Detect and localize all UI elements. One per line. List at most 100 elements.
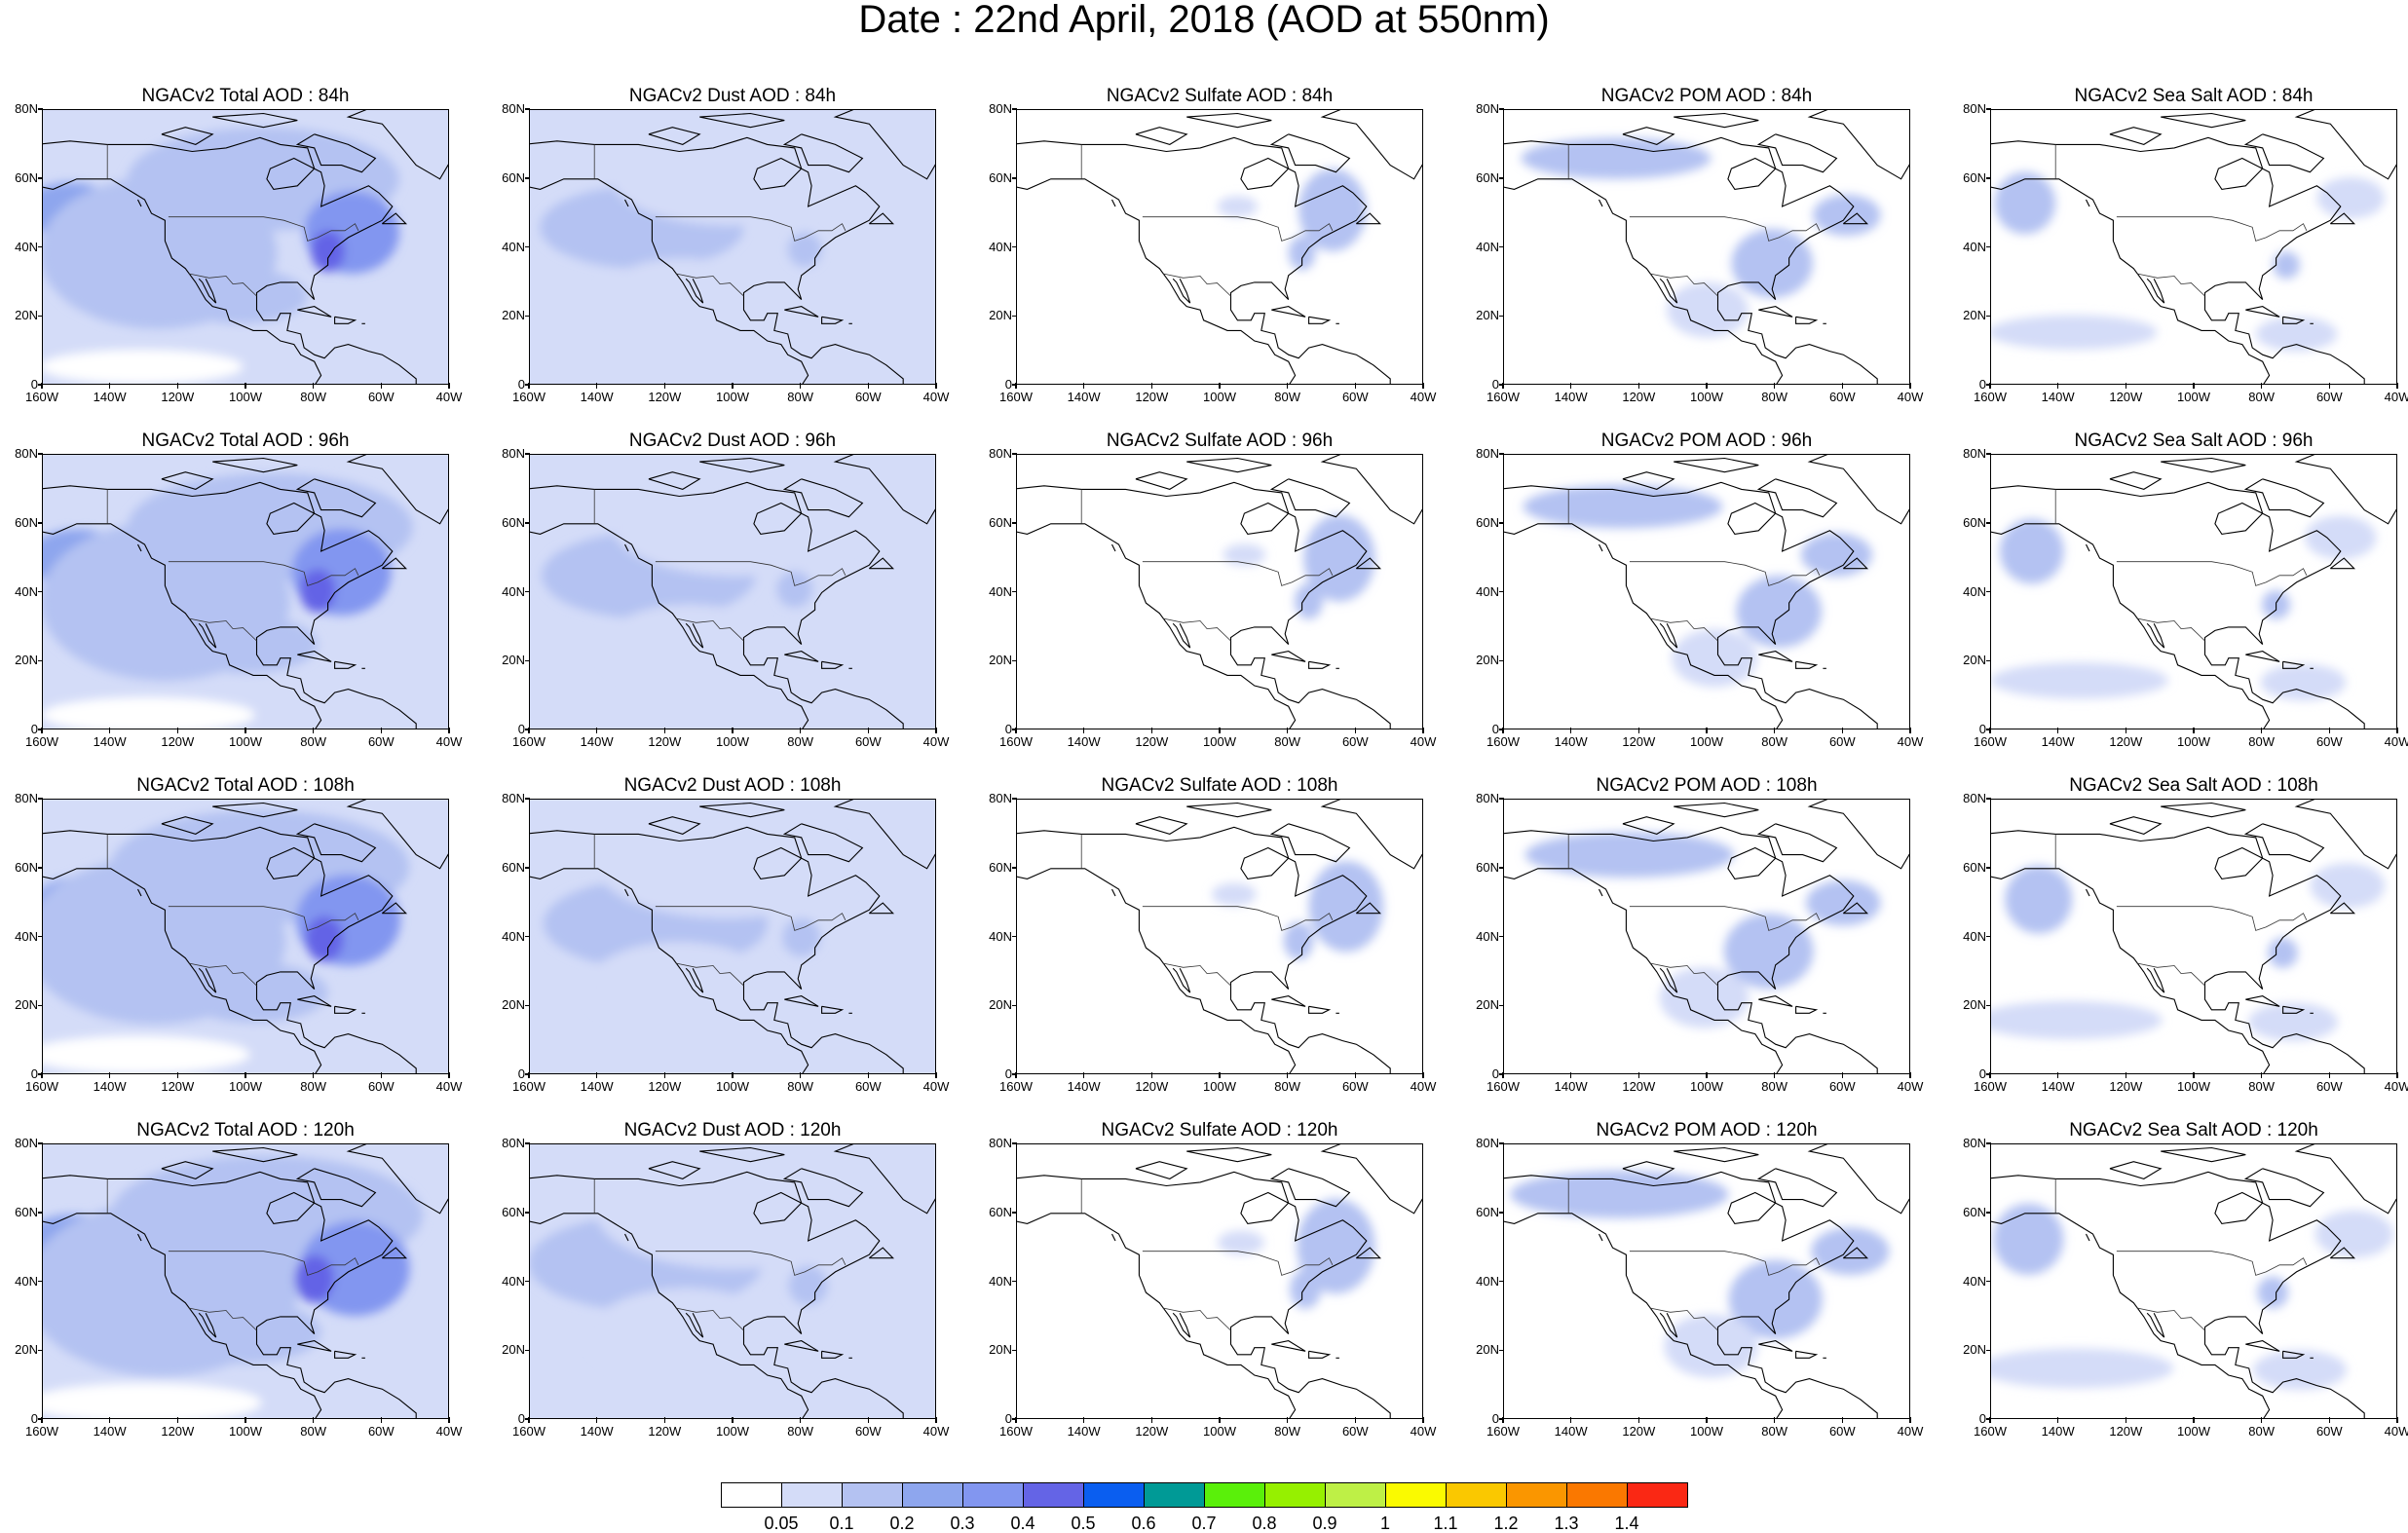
y-tick-mark <box>38 935 43 938</box>
aod-blob-55 <box>585 942 773 1033</box>
coastline-7 <box>346 1144 448 1215</box>
coastline-7 <box>1320 800 1422 870</box>
x-tick-label: 80W <box>2248 390 2276 404</box>
coastline-8 <box>1135 816 1188 835</box>
coastline-4 <box>2282 1005 2306 1014</box>
coastline-10 <box>1355 902 1382 915</box>
map-plot-area <box>1503 454 1910 729</box>
y-tick-label: 40N <box>502 1273 525 1289</box>
coastline-3 <box>297 1340 332 1352</box>
coastline-8 <box>2109 1161 2163 1179</box>
map-panel-sulfate-3: NGACv2 Sulfate AOD : 120h 0 20N 40N 60N 80N 16… <box>989 1120 1466 1466</box>
coastline-2 <box>198 622 217 649</box>
y-tick-label: 0 <box>1491 722 1499 736</box>
map-panel-dust-2: NGACv2 Dust AOD : 108h 0 20N 40N 60N 80N 160W 1… <box>502 775 979 1121</box>
aod-blob-57 <box>1308 861 1384 953</box>
x-tick-label: 120W <box>161 1079 195 1094</box>
x-tick-label: 40W <box>922 1079 950 1094</box>
x-tick-label: 80W <box>1761 1079 1788 1094</box>
y-tick-mark <box>38 453 43 455</box>
coastline-8 <box>648 1161 701 1179</box>
coastline-4 <box>2282 660 2306 669</box>
x-tick-mark <box>528 1072 530 1078</box>
y-tick-mark <box>1986 798 1991 800</box>
x-tick-mark <box>528 383 530 389</box>
x-tick-label: 100W <box>716 734 749 749</box>
y-tick-label: 60N <box>1963 859 1986 875</box>
y-tick-label: 0 <box>1978 1411 1986 1426</box>
y-tick-label: 40N <box>15 928 38 944</box>
x-tick-mark <box>663 728 666 733</box>
country-border-1 <box>1142 1251 1334 1276</box>
coastline-11 <box>137 543 142 552</box>
y-tick-label: 60N <box>1476 859 1499 875</box>
coastline-1 <box>43 178 322 384</box>
country-border-2 <box>1162 273 1231 297</box>
x-tick-label: 60W <box>1341 1424 1369 1439</box>
x-tick-mark <box>2193 1417 2195 1423</box>
coastline-7 <box>1807 455 1909 525</box>
panel-title: NGACv2 Total AOD : 96h <box>141 430 350 451</box>
coastline-8 <box>648 471 701 490</box>
coastline-9 <box>2161 457 2246 473</box>
aod-map <box>1504 800 1909 1073</box>
aod-blob-21 <box>2316 177 2385 219</box>
aod-map <box>43 800 448 1073</box>
y-tick-label: 20N <box>989 1342 1012 1358</box>
country-border-1 <box>1629 1251 1821 1276</box>
x-tick-label: 80W <box>787 390 814 404</box>
x-tick-mark <box>2328 1417 2331 1423</box>
coastline-10 <box>381 1247 408 1259</box>
y-tick-mark <box>1012 1418 1017 1420</box>
y-tick-mark <box>38 798 43 800</box>
x-tick-mark <box>1354 1072 1357 1078</box>
y-tick-mark <box>1986 729 1991 730</box>
country-border-1 <box>1142 561 1334 586</box>
x-tick-label: 140W <box>2041 390 2075 404</box>
x-tick-label: 100W <box>1203 1424 1236 1439</box>
aod-blob-9 <box>597 258 768 341</box>
x-tick-mark <box>108 1072 111 1078</box>
aod-blob-31 <box>612 474 862 577</box>
aod-blob-59 <box>1211 882 1257 906</box>
aod-map <box>1017 800 1422 1073</box>
x-tick-label: 40W <box>435 1424 463 1439</box>
y-tick-label: 0 <box>30 377 38 392</box>
aod-blob-5 <box>171 268 308 324</box>
y-tick-mark <box>38 1349 43 1351</box>
map-panel-sulfate-2: NGACv2 Sulfate AOD : 108h 0 20N 40N 60N 80N 16… <box>989 775 1466 1121</box>
aod-map <box>530 455 935 729</box>
coastline-3 <box>1271 995 1306 1007</box>
y-tick-mark <box>38 1280 43 1283</box>
coastline-11 <box>2086 199 2090 207</box>
coastline-11 <box>1111 888 1116 897</box>
x-tick-label: 160W <box>999 1424 1033 1439</box>
y-tick-label: 80N <box>502 791 525 805</box>
y-tick-label: 60N <box>15 859 38 875</box>
y-tick-mark <box>38 1142 43 1144</box>
coastline-6 <box>1756 478 1838 518</box>
coastline-8 <box>1135 127 1188 145</box>
aod-field <box>1217 168 1367 271</box>
y-tick-label: 80N <box>15 791 38 805</box>
y-tick-label: 40N <box>502 928 525 944</box>
aod-blob-54 <box>595 811 858 918</box>
coastline-8 <box>1135 1161 1188 1179</box>
x-tick-label: 100W <box>1690 1079 1723 1094</box>
x-tick-mark <box>1354 1417 1357 1423</box>
coastline-3 <box>1758 1340 1793 1352</box>
x-tick-mark <box>245 383 246 389</box>
y-tick-label: 40N <box>1476 583 1499 599</box>
coastline-1 <box>530 1213 809 1418</box>
aod-blob-33 <box>776 571 812 608</box>
colorbar-label: 0.3 <box>950 1514 975 1533</box>
x-tick-mark <box>312 383 315 389</box>
country-border-1 <box>168 906 359 931</box>
coastline-3 <box>784 306 819 318</box>
x-tick-mark <box>2193 728 2195 733</box>
coastline-9 <box>1674 802 1759 818</box>
coastline-3 <box>1271 1340 1306 1352</box>
x-tick-label: 40W <box>2384 1079 2408 1094</box>
y-tick-label: 80N <box>1963 1136 1986 1150</box>
